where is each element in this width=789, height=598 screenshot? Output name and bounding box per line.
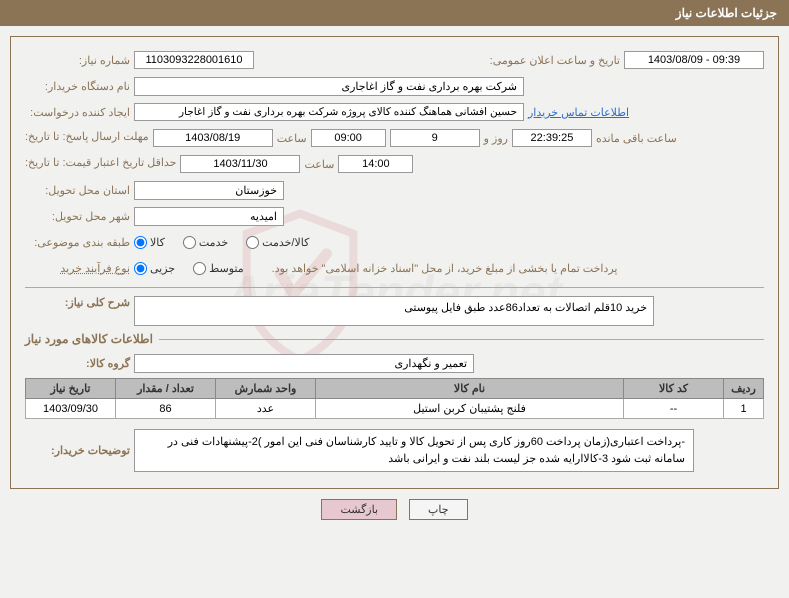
- category-label: کالا/خدمت: [262, 236, 309, 249]
- time-word-2: ساعت: [304, 158, 334, 171]
- process-radio[interactable]: [134, 262, 147, 275]
- cell-name: فلنج پشتیبان کربن استیل: [316, 399, 624, 419]
- category-radios: کالا خدمت کالا/خدمت: [134, 236, 309, 249]
- city-field: امیدیه: [134, 207, 284, 226]
- province-label: استان محل تحویل:: [25, 184, 130, 197]
- category-option[interactable]: کالا: [134, 236, 165, 249]
- panel-header: جزئیات اطلاعات نیاز: [0, 0, 789, 26]
- announce-field: 1403/08/09 - 09:39: [624, 51, 764, 69]
- reply-date-field: 1403/08/19: [153, 129, 273, 147]
- category-option[interactable]: کالا/خدمت: [246, 236, 309, 249]
- goods-group-field: تعمیر و نگهداری: [134, 354, 474, 373]
- time-word-1: ساعت: [277, 132, 307, 145]
- buy-note: پرداخت تمام یا بخشی از مبلغ خرید، از محل…: [272, 262, 618, 275]
- validity-time-field: 14:00: [338, 155, 413, 173]
- reply-time-field: 09:00: [311, 129, 386, 147]
- details-panel: شماره نیاز: 1103093228001610 تاریخ و ساع…: [10, 36, 779, 489]
- th-qty: تعداد / مقدار: [116, 379, 216, 399]
- items-table: ردیف کد کالا نام کالا واحد شمارش تعداد /…: [25, 378, 764, 419]
- process-option[interactable]: جزیی: [134, 262, 175, 275]
- th-row: ردیف: [724, 379, 764, 399]
- need-no-label: شماره نیاز:: [25, 54, 130, 67]
- validity-date-field: 1403/11/30: [180, 155, 300, 173]
- province-field: خوزستان: [134, 181, 284, 200]
- need-no-field: 1103093228001610: [134, 51, 254, 69]
- table-row: 1--فلنج پشتیبان کربن استیلعدد861403/09/3…: [26, 399, 764, 419]
- category-radio[interactable]: [246, 236, 259, 249]
- process-label: متوسط: [209, 262, 244, 275]
- category-label: طبقه بندی موضوعی:: [25, 236, 130, 249]
- cell-idx: 1: [724, 399, 764, 419]
- th-name: نام کالا: [316, 379, 624, 399]
- th-unit: واحد شمارش: [216, 379, 316, 399]
- process-radios: جزیی متوسط: [134, 262, 244, 275]
- requester-label: ایجاد کننده درخواست:: [25, 106, 130, 119]
- goods-group-label: گروه کالا:: [25, 357, 130, 370]
- buy-process-label: نوع فرآیند خرید: [25, 262, 130, 275]
- cell-date: 1403/09/30: [26, 399, 116, 419]
- remaining-suffix: ساعت باقی مانده: [596, 132, 677, 145]
- back-button[interactable]: بازگشت: [321, 499, 397, 520]
- announce-label: تاریخ و ساعت اعلان عمومی:: [490, 54, 620, 67]
- reply-label: مهلت ارسال پاسخ: تا تاریخ:: [25, 131, 149, 144]
- countdown-field: 22:39:25: [512, 129, 592, 147]
- footer-buttons: چاپ بازگشت: [0, 499, 789, 520]
- desc-label: شرح کلی نیاز:: [25, 296, 130, 309]
- category-radio[interactable]: [183, 236, 196, 249]
- buyer-notes-label: توضیحات خریدار:: [25, 444, 130, 457]
- th-code: کد کالا: [624, 379, 724, 399]
- category-label: کالا: [150, 236, 165, 249]
- category-radio[interactable]: [134, 236, 147, 249]
- city-label: شهر محل تحویل:: [25, 210, 130, 223]
- print-button[interactable]: چاپ: [409, 499, 468, 520]
- buyer-contact-link[interactable]: اطلاعات تماس خریدار: [528, 106, 629, 119]
- category-label: خدمت: [199, 236, 228, 249]
- cell-qty: 86: [116, 399, 216, 419]
- process-radio[interactable]: [193, 262, 206, 275]
- buyer-notes-field: -پرداخت اعتباری(زمان پرداخت 60روز کاری پ…: [134, 429, 694, 472]
- cell-unit: عدد: [216, 399, 316, 419]
- process-option[interactable]: متوسط: [193, 262, 244, 275]
- process-label: جزیی: [150, 262, 175, 275]
- buyer-field: شرکت بهره برداری نفت و گاز اغاجاری: [134, 77, 524, 96]
- days-remaining-field: 9: [390, 129, 480, 147]
- panel-title: جزئیات اطلاعات نیاز: [676, 6, 777, 20]
- requester-field: حسین افشانی هماهنگ کننده کالای پروژه شرک…: [134, 103, 524, 121]
- goods-info-title: اطلاعات کالاهای مورد نیاز: [25, 332, 153, 346]
- days-word: روز و: [484, 132, 508, 145]
- cell-code: --: [624, 399, 724, 419]
- th-date: تاریخ نیاز: [26, 379, 116, 399]
- buyer-label: نام دستگاه خریدار:: [25, 80, 130, 93]
- category-option[interactable]: خدمت: [183, 236, 228, 249]
- validity-label: حداقل تاریخ اعتبار قیمت: تا تاریخ:: [25, 157, 176, 170]
- desc-field: خرید 10قلم اتصالات به تعداد86عدد طبق فای…: [134, 296, 654, 326]
